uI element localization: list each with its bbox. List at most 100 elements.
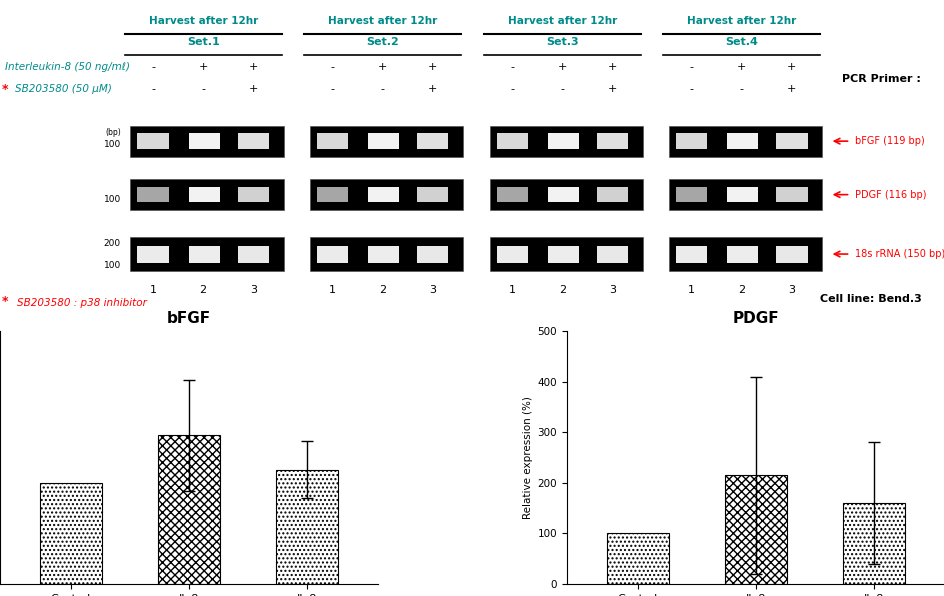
- Bar: [727, 134, 757, 149]
- Bar: [548, 246, 578, 263]
- Text: 200: 200: [104, 239, 121, 248]
- Text: +: +: [248, 84, 258, 94]
- Text: *: *: [2, 83, 8, 96]
- Bar: [548, 134, 578, 149]
- Text: PCR Primer :: PCR Primer :: [842, 74, 920, 84]
- Bar: [675, 134, 706, 149]
- Bar: [417, 187, 448, 203]
- Text: -: -: [739, 84, 743, 94]
- Text: *: *: [2, 294, 8, 308]
- Text: -: -: [560, 84, 564, 94]
- Text: 2: 2: [379, 285, 386, 294]
- Text: 1: 1: [329, 285, 336, 294]
- Text: -: -: [380, 84, 384, 94]
- Text: Set.2: Set.2: [366, 37, 398, 47]
- Bar: [188, 187, 219, 203]
- Text: Set.3: Set.3: [546, 37, 578, 47]
- Bar: [138, 187, 169, 203]
- Bar: [727, 246, 757, 263]
- Text: 100: 100: [104, 139, 121, 148]
- Bar: [597, 187, 628, 203]
- Bar: [597, 134, 628, 149]
- Text: +: +: [198, 62, 208, 72]
- Bar: [607, 533, 668, 584]
- Text: Cell line: Bend.3: Cell line: Bend.3: [818, 294, 920, 303]
- Bar: [238, 187, 268, 203]
- Text: -: -: [510, 62, 514, 72]
- Text: 2: 2: [558, 285, 565, 294]
- Text: SB203580 : p38 inhibitor: SB203580 : p38 inhibitor: [17, 297, 146, 308]
- Text: +: +: [786, 62, 796, 72]
- Text: 100: 100: [104, 262, 121, 271]
- Text: 1: 1: [149, 285, 157, 294]
- Bar: [310, 126, 463, 157]
- Text: -: -: [151, 84, 155, 94]
- Text: 3: 3: [608, 285, 615, 294]
- Text: -: -: [201, 84, 205, 94]
- Text: -: -: [330, 84, 334, 94]
- Bar: [138, 134, 169, 149]
- Bar: [130, 126, 283, 157]
- Text: +: +: [736, 62, 746, 72]
- Text: +: +: [557, 62, 566, 72]
- Text: bFGF (119 bp): bFGF (119 bp): [854, 136, 924, 146]
- Text: -: -: [330, 62, 334, 72]
- Bar: [188, 134, 219, 149]
- Bar: [489, 237, 642, 271]
- Bar: [668, 126, 821, 157]
- Title: bFGF: bFGF: [167, 311, 211, 325]
- Text: +: +: [378, 62, 387, 72]
- Bar: [675, 187, 706, 203]
- Bar: [775, 246, 806, 263]
- Bar: [489, 179, 642, 210]
- Text: 18s rRNA (150 bp): 18s rRNA (150 bp): [854, 249, 944, 259]
- Text: +: +: [428, 84, 437, 94]
- Bar: [842, 503, 903, 584]
- Bar: [188, 246, 219, 263]
- Bar: [489, 126, 642, 157]
- Bar: [597, 246, 628, 263]
- Bar: [548, 187, 578, 203]
- Text: SB203580 (50 μM): SB203580 (50 μM): [15, 84, 112, 94]
- Text: +: +: [248, 62, 258, 72]
- Bar: [775, 134, 806, 149]
- Bar: [316, 246, 347, 263]
- Text: 3: 3: [787, 285, 795, 294]
- Bar: [277, 470, 338, 584]
- Bar: [316, 134, 347, 149]
- Title: PDGF: PDGF: [732, 311, 779, 325]
- Text: -: -: [151, 62, 155, 72]
- Text: 100: 100: [104, 194, 121, 204]
- Text: 2: 2: [737, 285, 745, 294]
- Text: +: +: [786, 84, 796, 94]
- Text: Harvest after 12hr: Harvest after 12hr: [148, 16, 258, 26]
- Text: 1: 1: [687, 285, 695, 294]
- Bar: [675, 246, 706, 263]
- Bar: [727, 187, 757, 203]
- Bar: [368, 187, 398, 203]
- Text: Set.4: Set.4: [725, 37, 757, 47]
- Bar: [417, 246, 448, 263]
- Bar: [138, 246, 169, 263]
- Bar: [725, 475, 785, 584]
- Bar: [668, 179, 821, 210]
- Bar: [159, 435, 219, 584]
- Text: Set.1: Set.1: [187, 37, 219, 47]
- Text: -: -: [510, 84, 514, 94]
- Text: Harvest after 12hr: Harvest after 12hr: [507, 16, 616, 26]
- Text: 3: 3: [249, 285, 257, 294]
- Bar: [316, 187, 347, 203]
- Text: +: +: [607, 62, 616, 72]
- Bar: [668, 237, 821, 271]
- Bar: [497, 134, 528, 149]
- Text: 1: 1: [508, 285, 515, 294]
- Bar: [775, 187, 806, 203]
- Bar: [368, 134, 398, 149]
- Text: Harvest after 12hr: Harvest after 12hr: [686, 16, 796, 26]
- Text: PDGF (116 bp): PDGF (116 bp): [854, 190, 926, 200]
- Y-axis label: Relative expression (%): Relative expression (%): [523, 396, 533, 519]
- Text: Interleukin-8 (50 ng/mℓ): Interleukin-8 (50 ng/mℓ): [5, 62, 129, 72]
- Text: -: -: [689, 62, 693, 72]
- Text: +: +: [428, 62, 437, 72]
- Text: (bp): (bp): [105, 128, 121, 136]
